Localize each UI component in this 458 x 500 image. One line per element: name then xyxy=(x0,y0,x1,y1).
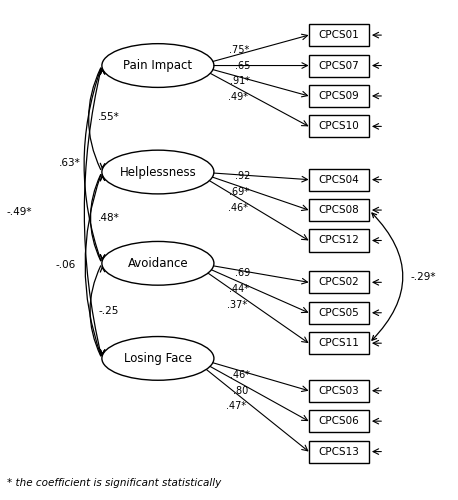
Text: .44*: .44* xyxy=(229,284,249,294)
Text: .75*: .75* xyxy=(229,44,250,54)
Text: .37*: .37* xyxy=(227,300,247,310)
Text: CPCS08: CPCS08 xyxy=(318,205,359,215)
Text: .92: .92 xyxy=(234,171,250,181)
Text: CPCS06: CPCS06 xyxy=(318,416,359,426)
Text: CPCS11: CPCS11 xyxy=(318,338,360,348)
Text: .80: .80 xyxy=(233,386,248,396)
Text: CPCS12: CPCS12 xyxy=(318,236,360,246)
Text: .65: .65 xyxy=(235,60,250,70)
Text: .69: .69 xyxy=(234,268,250,278)
Text: -.49*: -.49* xyxy=(6,207,32,217)
Text: -.29*: -.29* xyxy=(410,272,436,281)
Text: .63*: .63* xyxy=(59,158,81,168)
Text: .69*: .69* xyxy=(229,187,249,197)
Text: CPCS02: CPCS02 xyxy=(318,278,359,287)
Text: Helplessness: Helplessness xyxy=(120,166,196,178)
Text: .46*: .46* xyxy=(229,370,250,380)
Text: CPCS03: CPCS03 xyxy=(318,386,359,396)
Text: CPCS07: CPCS07 xyxy=(318,60,359,70)
Text: .55*: .55* xyxy=(98,112,119,122)
Text: CPCS05: CPCS05 xyxy=(318,308,359,318)
Text: CPCS01: CPCS01 xyxy=(318,30,359,40)
Text: .49*: .49* xyxy=(228,92,248,102)
Text: Avoidance: Avoidance xyxy=(128,257,188,270)
Text: * the coefficient is significant statistically: * the coefficient is significant statist… xyxy=(7,478,221,488)
Text: CPCS09: CPCS09 xyxy=(318,91,359,101)
Text: CPCS13: CPCS13 xyxy=(318,446,360,456)
Text: Losing Face: Losing Face xyxy=(124,352,192,365)
Text: .48*: .48* xyxy=(98,212,119,222)
Text: .91*: .91* xyxy=(229,76,250,86)
Text: -.25: -.25 xyxy=(98,306,119,316)
Text: CPCS04: CPCS04 xyxy=(318,174,359,184)
Text: CPCS10: CPCS10 xyxy=(318,122,359,132)
Text: .47*: .47* xyxy=(226,402,246,411)
Text: Pain Impact: Pain Impact xyxy=(123,59,192,72)
Text: .46*: .46* xyxy=(228,202,248,212)
Text: -.06: -.06 xyxy=(55,260,76,270)
